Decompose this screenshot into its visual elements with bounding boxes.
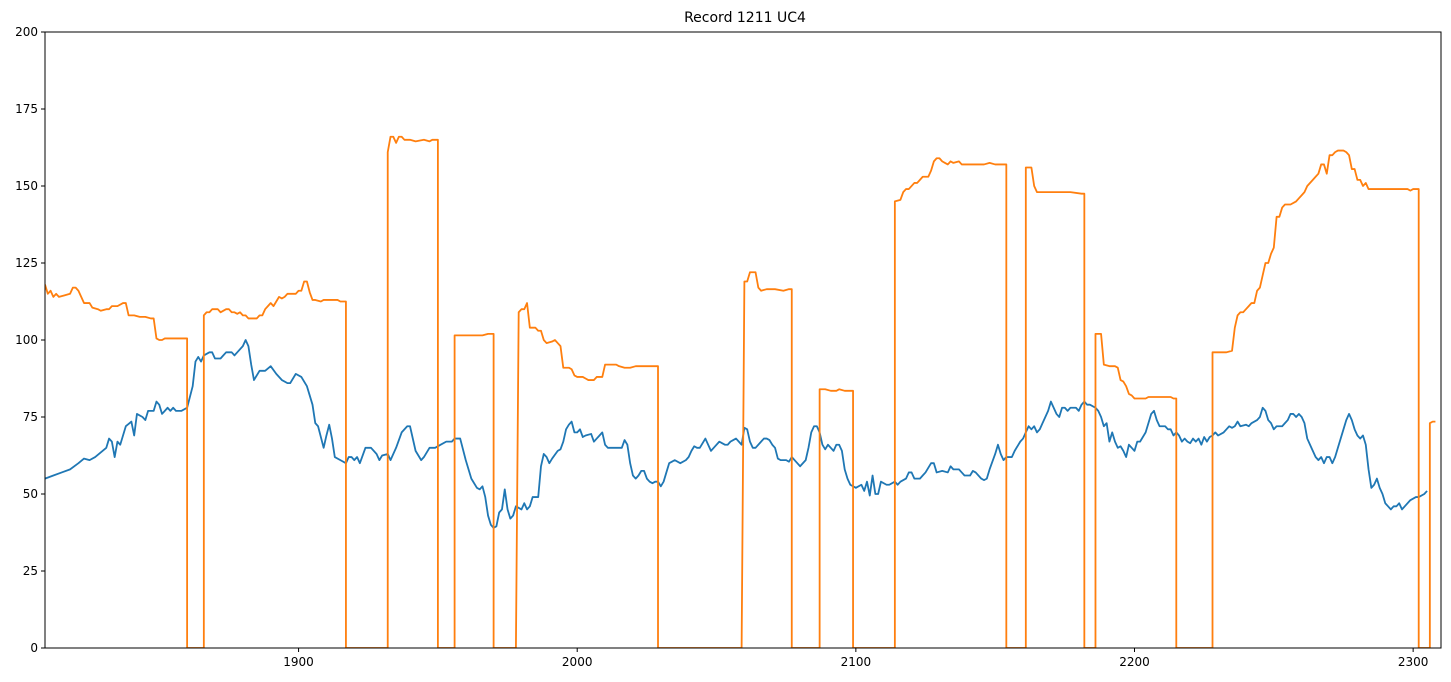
plot-area: 1900 2000 2100 2200 2300 0 25 50 75 100 125 150 175 2…	[15, 25, 1442, 669]
y-tick-label: 50	[23, 487, 38, 501]
y-tick-label: 75	[23, 410, 38, 424]
y-tick-label: 150	[15, 179, 38, 193]
chart-title: Record 1211 UC4	[684, 10, 806, 26]
y-tick-label: 125	[15, 256, 38, 270]
x-tick-label: 2300	[1398, 655, 1429, 669]
x-tick-label: 2000	[562, 655, 593, 669]
y-tick-label: 100	[15, 333, 38, 347]
x-tick-label: 2200	[1119, 655, 1150, 669]
y-tick-label: 0	[30, 641, 38, 655]
y-tick-label: 200	[15, 25, 38, 39]
series-line-1	[45, 339, 1428, 529]
x-tick-label: 2100	[841, 655, 872, 669]
y-tick-label: 175	[15, 102, 38, 116]
x-tick-label: 1900	[283, 655, 314, 669]
series-line-2	[45, 135, 1436, 648]
y-tick-label: 25	[23, 564, 38, 578]
